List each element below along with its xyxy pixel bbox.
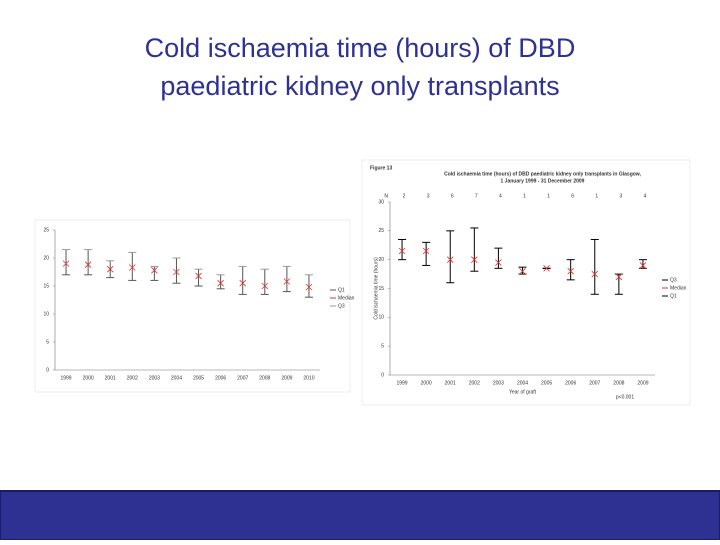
median-marker — [446, 256, 454, 263]
median-marker — [543, 265, 550, 272]
x-tick-label: 2006 — [565, 380, 576, 386]
median-marker — [283, 278, 291, 285]
legend-label: Q3 — [670, 277, 677, 283]
chart-subtitle: 1 January 1999 - 31 December 2009 — [501, 178, 585, 184]
median-marker — [639, 262, 647, 269]
median-marker — [567, 267, 574, 275]
median-marker — [195, 272, 202, 280]
count-label: 2 — [403, 193, 406, 199]
annotation: p<0.001 — [616, 394, 634, 400]
count-label: 4 — [499, 193, 502, 199]
x-tick-label: 2000 — [421, 380, 432, 386]
median-marker — [84, 261, 92, 269]
y-tick-label: 15 — [378, 286, 384, 292]
median-marker — [398, 247, 406, 255]
count-label: 6 — [451, 193, 454, 199]
median-marker — [173, 268, 180, 276]
x-tick-label: 2005 — [541, 380, 552, 386]
y-tick-label: 10 — [378, 315, 384, 321]
x-tick-label: 2001 — [445, 380, 456, 386]
y-tick-label: 15 — [43, 283, 49, 289]
median-marker — [422, 247, 430, 255]
legend-label: Q1 — [670, 293, 677, 299]
x-tick-label: 2004 — [171, 375, 182, 381]
legend-label: Median — [338, 295, 355, 301]
x-axis-label: Year of graft — [509, 389, 537, 395]
median-marker — [217, 279, 224, 287]
median-marker — [151, 267, 158, 274]
count-label: 3 — [619, 193, 622, 199]
x-tick-label: 2000 — [83, 375, 94, 381]
chart-frame — [361, 159, 691, 406]
x-tick-label: 2006 — [215, 375, 226, 381]
x-tick-label: 2002 — [127, 375, 138, 381]
median-marker — [519, 267, 526, 275]
x-tick-label: 2007 — [237, 375, 248, 381]
median-marker — [591, 270, 599, 278]
x-tick-label: 2009 — [281, 375, 292, 381]
y-tick-label: 25 — [378, 228, 384, 234]
slide-title: paediatric kidney only transplants — [160, 71, 559, 101]
x-tick-label: 1999 — [60, 375, 71, 381]
x-tick-label: 2008 — [613, 380, 624, 386]
median-marker — [495, 259, 502, 266]
median-marker — [106, 265, 114, 273]
x-tick-label: 1999 — [396, 380, 407, 386]
y-tick-label: 25 — [43, 227, 49, 233]
x-tick-label: 2003 — [493, 380, 504, 386]
x-tick-label: 2002 — [469, 380, 480, 386]
footer-bar — [0, 490, 720, 541]
y-tick-label: 5 — [46, 339, 49, 345]
count-label: 7 — [475, 193, 478, 199]
median-marker — [239, 279, 246, 287]
count-header: N — [384, 193, 388, 199]
x-tick-label: 2008 — [259, 375, 270, 381]
x-tick-label: 2004 — [517, 380, 528, 386]
count-label: 1 — [523, 193, 526, 199]
y-tick-label: 10 — [43, 311, 49, 317]
y-tick-label: 20 — [43, 255, 49, 261]
count-label: 4 — [644, 193, 647, 199]
median-marker — [615, 273, 623, 281]
chart-title: Cold ischaemia time (hours) of DBD paedi… — [444, 171, 641, 177]
median-marker — [129, 264, 136, 271]
legend-label: Q1 — [338, 287, 345, 293]
count-label: 6 — [571, 193, 574, 199]
y-tick-label: 30 — [378, 199, 384, 205]
count-label: 1 — [547, 193, 550, 199]
slide-title: Cold ischaemia time (hours) of DBD — [145, 33, 576, 63]
legend-label: Q3 — [338, 303, 345, 309]
x-tick-label: 2009 — [637, 380, 648, 386]
x-tick-label: 2005 — [193, 375, 204, 381]
x-tick-label: 2010 — [303, 375, 314, 381]
x-tick-label: 2007 — [589, 380, 600, 386]
y-axis-label: Cold ischaemia time (hours) — [373, 257, 379, 320]
chart-frame — [34, 219, 351, 393]
median-marker — [261, 282, 269, 290]
count-label: 3 — [427, 193, 430, 199]
median-marker — [305, 283, 313, 291]
median-marker — [62, 260, 70, 267]
median-marker — [471, 256, 478, 263]
y-tick-label: 0 — [46, 367, 49, 373]
count-label: 1 — [595, 193, 598, 199]
y-tick-label: 5 — [381, 343, 384, 349]
x-tick-label: 2003 — [149, 375, 160, 381]
y-tick-label: 20 — [378, 257, 384, 263]
y-tick-label: 0 — [381, 372, 384, 378]
legend-label: Median — [670, 285, 687, 291]
figure-label: Figure 13 — [370, 165, 392, 171]
x-tick-label: 2001 — [105, 375, 116, 381]
